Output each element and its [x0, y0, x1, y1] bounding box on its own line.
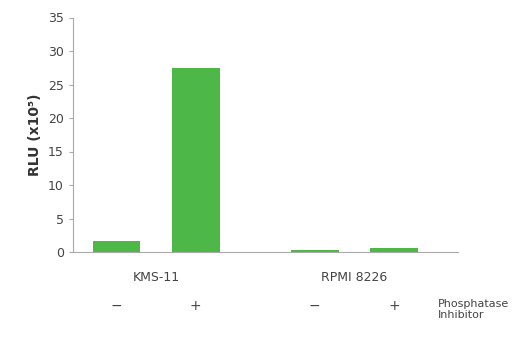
Text: −: − — [309, 299, 321, 313]
Bar — [93, 240, 140, 252]
Text: Phosphatase
Inhibitor: Phosphatase Inhibitor — [438, 299, 509, 321]
Text: KMS-11: KMS-11 — [133, 271, 180, 284]
Bar — [370, 248, 418, 252]
Text: +: + — [190, 299, 202, 313]
Text: +: + — [388, 299, 400, 313]
Text: −: − — [111, 299, 122, 313]
Bar — [291, 250, 339, 252]
Y-axis label: RLU (x10⁵): RLU (x10⁵) — [29, 93, 42, 176]
Text: RPMI 8226: RPMI 8226 — [321, 271, 387, 284]
Bar — [172, 68, 219, 252]
